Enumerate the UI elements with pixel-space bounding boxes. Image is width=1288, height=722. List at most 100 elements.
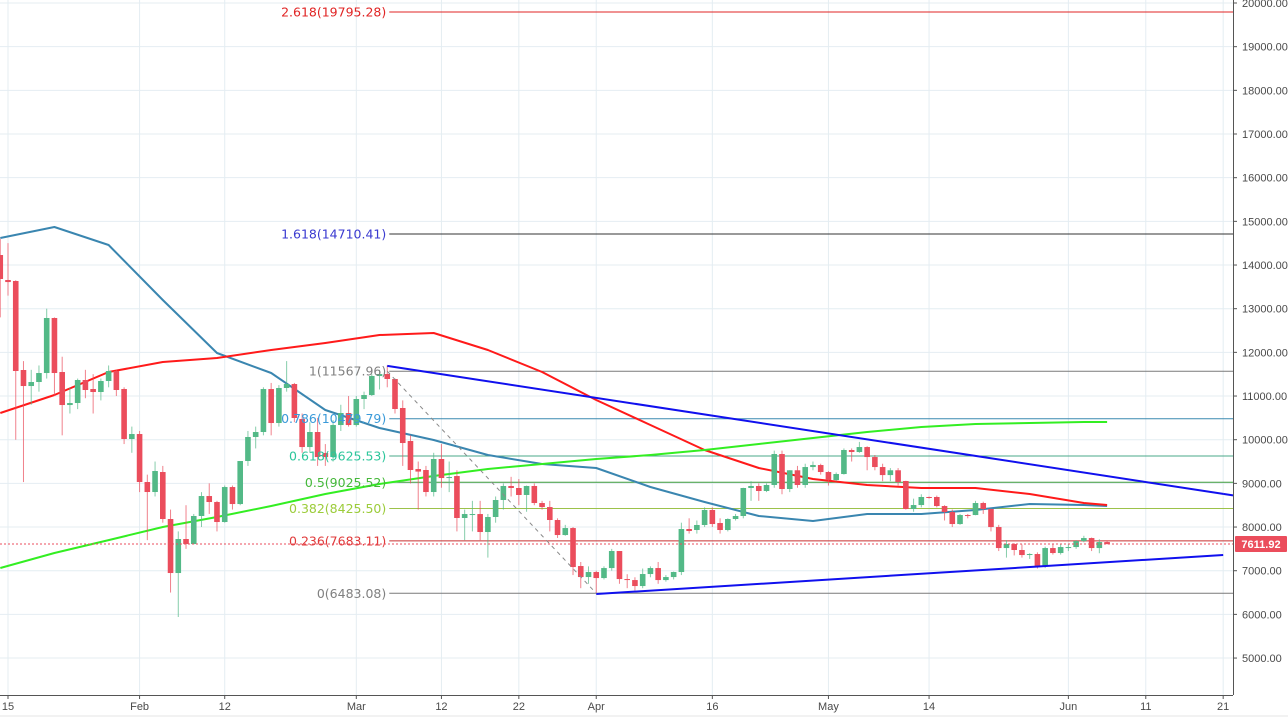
candle: [338, 404, 344, 431]
candle-body: [903, 481, 909, 510]
candle: [167, 509, 174, 593]
candle: [848, 448, 855, 462]
candle-body: [748, 485, 754, 488]
candle: [856, 441, 863, 453]
candle-body: [105, 371, 112, 382]
candle-body: [113, 371, 120, 391]
candle-body: [779, 454, 785, 490]
candles: [0, 238, 1110, 618]
y-tick-label: 17000.00: [1242, 129, 1288, 141]
candle-body: [1003, 544, 1010, 549]
candle-body: [98, 381, 104, 393]
candle: [988, 508, 994, 532]
x-tick-label: Apr: [588, 701, 605, 713]
candle: [183, 505, 189, 549]
candle-body: [639, 574, 646, 587]
candle: [841, 448, 847, 475]
candle: [732, 513, 739, 521]
candle: [748, 481, 754, 501]
candle: [314, 417, 321, 466]
candle-body: [59, 372, 65, 406]
candle: [1096, 539, 1103, 554]
candle: [879, 463, 886, 482]
candle-body: [717, 523, 723, 531]
candle-body: [20, 370, 27, 387]
time-axis-background: [0, 695, 1233, 722]
candle-body: [786, 470, 793, 490]
candle: [949, 509, 956, 528]
candle-body: [245, 436, 251, 462]
candle: [407, 435, 414, 484]
candle: [136, 430, 143, 493]
candle: [817, 463, 824, 475]
candle-body: [5, 279, 11, 283]
candle: [485, 513, 491, 558]
candle-body: [0, 255, 4, 279]
candle-body: [593, 572, 600, 579]
candle: [995, 524, 1002, 552]
candle-body: [221, 487, 228, 523]
candle-body: [90, 388, 96, 393]
candle-body: [562, 528, 569, 536]
candle-body: [1065, 547, 1072, 549]
candle-body: [523, 485, 530, 495]
y-tick-label: 6000.00: [1242, 609, 1282, 621]
x-tick-label: 11: [1140, 701, 1151, 713]
candle-body: [237, 461, 243, 505]
candle-body: [43, 317, 50, 374]
candle: [632, 577, 638, 591]
candle: [1050, 544, 1056, 555]
candle: [237, 461, 243, 506]
candle-body: [794, 470, 801, 485]
candle-body: [833, 474, 839, 481]
candle: [577, 561, 584, 589]
candle-body: [608, 551, 615, 569]
x-tick-label: 12: [435, 701, 447, 713]
candle-body: [1088, 538, 1095, 549]
candle: [353, 396, 360, 427]
candle-body: [67, 403, 73, 406]
y-tick-label: 10000.00: [1242, 435, 1288, 447]
candle-body: [539, 503, 545, 508]
candle-body: [51, 317, 58, 374]
x-tick-label: Mar: [347, 701, 366, 713]
candle-body: [531, 485, 538, 504]
candle-body: [1019, 550, 1025, 556]
candle: [647, 566, 654, 578]
candle-body: [678, 529, 685, 573]
candle-body: [755, 485, 762, 492]
candle: [717, 518, 723, 534]
candle: [763, 483, 770, 493]
candle-body: [229, 487, 236, 505]
trendline: [596, 553, 1224, 596]
candle: [872, 454, 878, 471]
candle: [74, 378, 81, 410]
moving-average-line: [0, 332, 1108, 506]
candle: [268, 382, 274, 436]
candle-body: [1042, 548, 1048, 567]
candle-body: [570, 528, 576, 568]
candle: [399, 400, 406, 466]
candle: [934, 495, 940, 508]
candle-body: [957, 515, 963, 525]
candle-body: [995, 527, 1002, 549]
candle: [1088, 537, 1095, 552]
candle-body: [361, 395, 367, 399]
candle: [608, 548, 615, 571]
x-tick-label: 21: [1217, 701, 1229, 713]
candle: [508, 476, 514, 497]
candle: [593, 570, 600, 594]
fib-level-label: 2.618(19795.28): [281, 4, 386, 19]
candle-body: [82, 380, 89, 391]
candle-body: [461, 514, 468, 519]
candle-body: [183, 539, 189, 545]
candle-body: [701, 510, 708, 525]
candle-body: [554, 520, 561, 536]
candle-body: [314, 432, 321, 458]
candle: [276, 385, 282, 427]
candle: [260, 387, 267, 436]
candle: [585, 566, 592, 584]
candle-body: [423, 470, 429, 493]
